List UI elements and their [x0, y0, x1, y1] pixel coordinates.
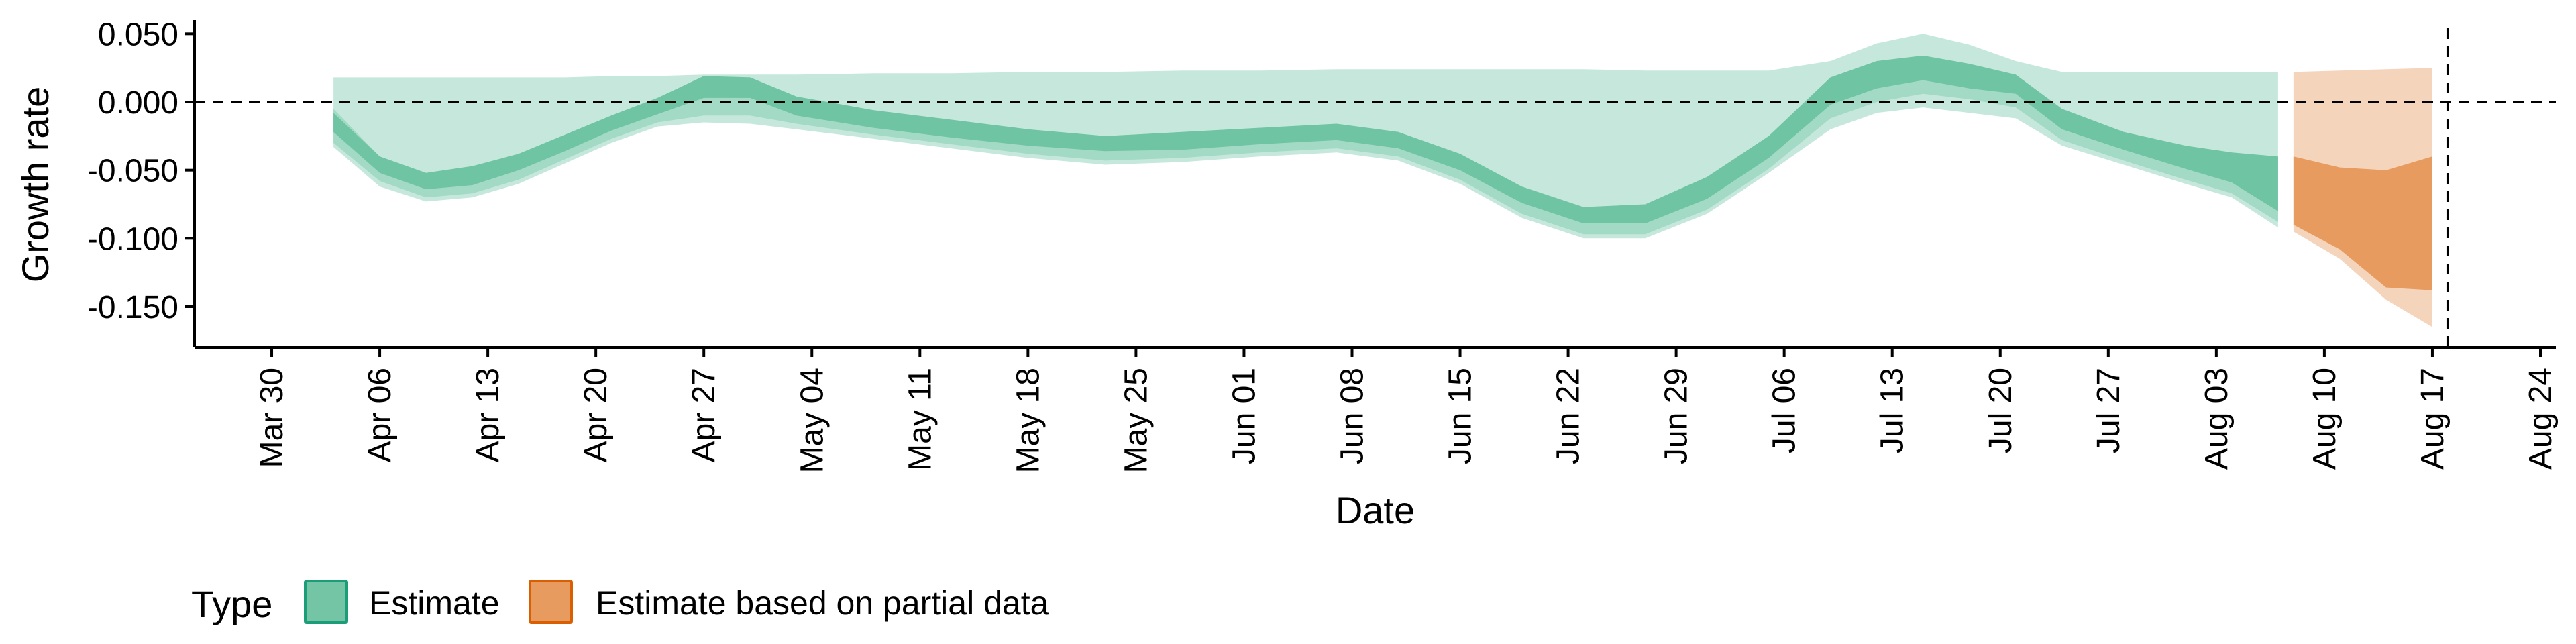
x-tick-label: Jul 20 [1983, 368, 2019, 453]
x-tick-label: May 11 [902, 368, 938, 471]
x-tick-label: Jul 13 [1875, 368, 1911, 453]
x-tick-label: Jun 15 [1443, 368, 1479, 464]
x-tick-label: Aug 17 [2415, 368, 2451, 470]
series-0-inner-band [333, 55, 2278, 224]
y-tick-label: -0.050 [87, 154, 178, 189]
x-tick-label: Apr 06 [362, 368, 398, 462]
axes: 0.050 0.000 -0.050 -0.100 -0.150 Mar 30 Apr 06… [87, 17, 2559, 473]
x-tick-label: May 25 [1118, 368, 1154, 473]
legend-key-estimate [304, 580, 348, 624]
y-tick-label: -0.150 [87, 290, 178, 325]
x-tick-label: May 18 [1010, 368, 1046, 473]
x-tick-label: Mar 30 [254, 368, 290, 468]
x-tick-label: Jul 27 [2091, 368, 2127, 453]
ribbon-bands [333, 34, 2432, 327]
legend-key-partial [529, 580, 573, 624]
y-tick-label: 0.000 [98, 85, 178, 121]
legend-label-partial: Estimate based on partial data [596, 584, 1049, 622]
x-tick-label: May 04 [794, 368, 830, 473]
y-axis-label: Growth rate [14, 87, 56, 283]
x-tick-label: Jun 08 [1335, 368, 1371, 464]
legend: Type Estimate Estimate based on partial … [191, 580, 1049, 625]
x-tick-label: Apr 13 [470, 368, 506, 462]
x-axis-label: Date [1336, 489, 1415, 531]
y-tick-label: 0.050 [98, 17, 178, 52]
x-tick-label: Jun 01 [1226, 368, 1262, 464]
x-tick-label: Apr 27 [686, 368, 722, 462]
legend-title: Type [191, 583, 272, 625]
x-tick-label: Jul 06 [1767, 368, 1803, 453]
x-tick-label: Apr 20 [578, 368, 614, 462]
series-1-inner-band [2293, 156, 2432, 290]
x-tick-label: Aug 03 [2199, 368, 2235, 470]
x-tick-label: Jun 22 [1551, 368, 1587, 464]
y-tick-label: -0.100 [87, 221, 178, 257]
legend-label-estimate: Estimate [369, 584, 500, 622]
x-tick-label: Jun 29 [1659, 368, 1695, 464]
x-tick-label: Aug 24 [2523, 368, 2559, 470]
reference-lines [195, 28, 2556, 347]
x-tick-label: Aug 10 [2307, 368, 2343, 470]
series-0-mid-band [333, 55, 2278, 235]
